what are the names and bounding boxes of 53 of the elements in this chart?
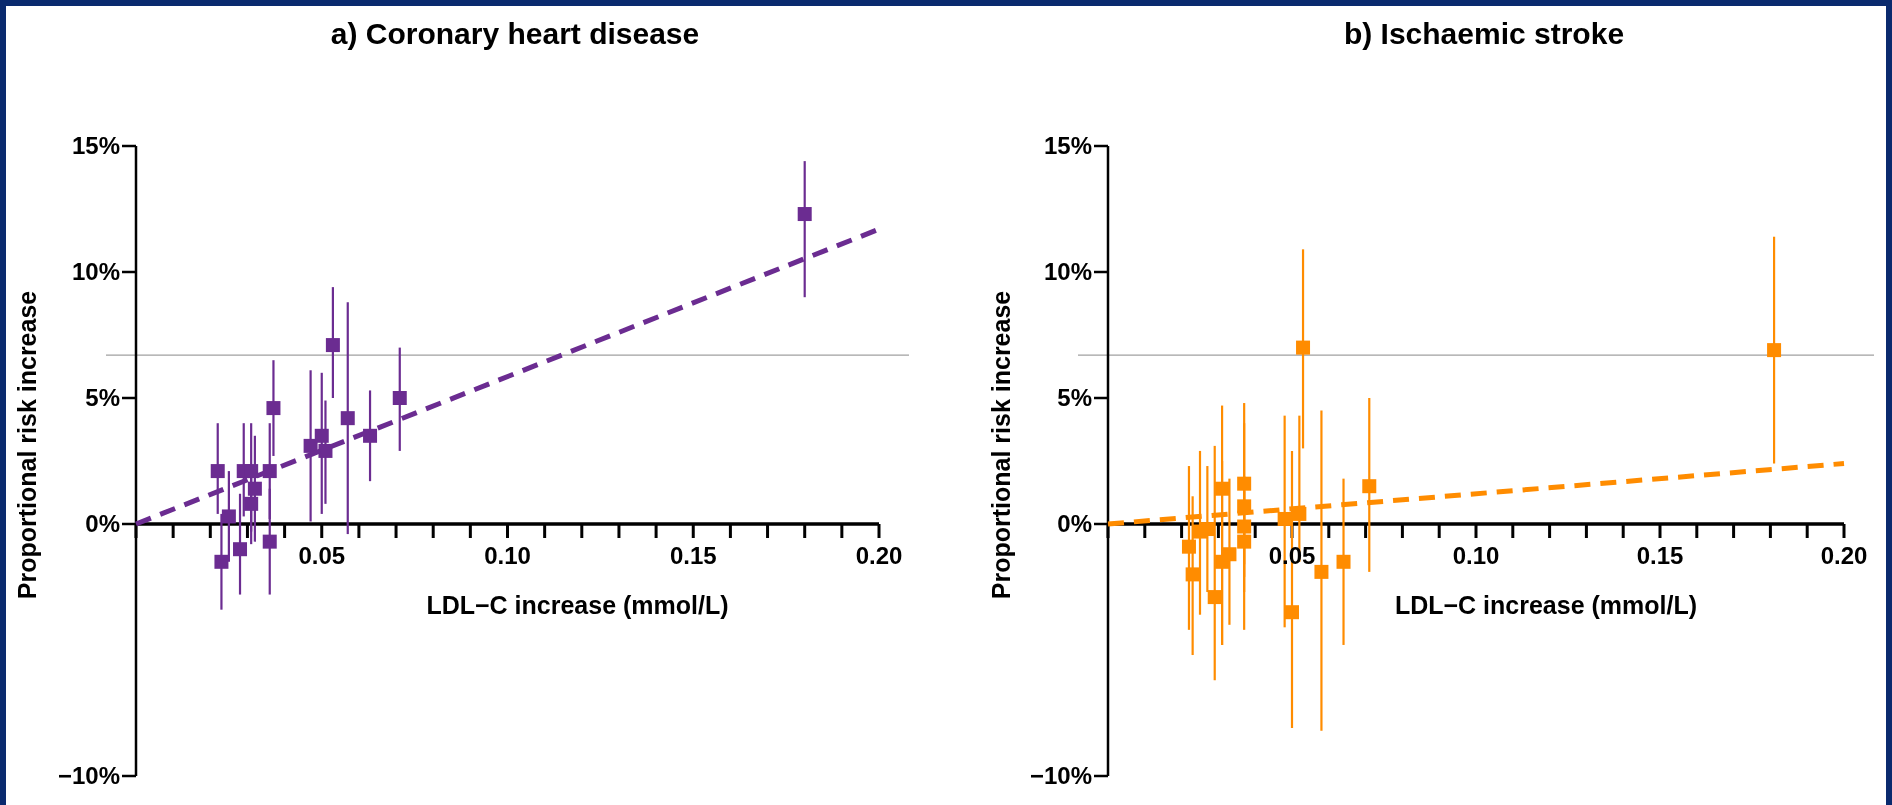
y-tick-label: −10% [1029,762,1092,790]
point [1185,567,1200,582]
point [244,496,259,511]
point [1237,476,1252,491]
x-tick-label: 0.05 [298,542,346,569]
chart-title: a) Coronary heart disease [330,17,700,50]
point [1237,519,1252,534]
point [262,534,277,549]
point [1285,605,1299,620]
x-tick-label: 0.10 [484,542,531,569]
y-tick-label: 10% [1043,258,1092,286]
point [266,401,281,416]
x-tick-label: 0.15 [669,542,717,569]
point [1336,554,1351,569]
y-axis-title: Proportional risk increase [987,290,1015,600]
point [325,338,340,353]
y-tick-label: −10% [57,762,120,790]
point [1181,539,1196,554]
point [314,428,329,443]
x-axis-title: LDL−C increase (mmol/L) [1394,591,1698,619]
point [1767,343,1782,358]
y-axis-title: Proportional risk increase [13,290,41,600]
point [210,464,225,479]
point [244,464,259,479]
point [340,411,355,426]
point [1237,534,1252,549]
point [1296,340,1311,355]
y-tick-label: 5% [1057,384,1092,412]
x-tick-label: 0.15 [1636,542,1684,569]
point [797,207,812,222]
y-tick-label: 15% [1043,132,1092,160]
y-tick-label: 0% [85,510,120,538]
point [1314,564,1329,579]
y-tick-label: 10% [71,258,120,286]
x-tick-label: 0.20 [855,542,903,569]
x-tick-label: 0.10 [1452,542,1500,569]
chart-title: b) Ischaemic stroke [1343,17,1625,50]
point [1362,479,1377,494]
point [1222,547,1237,562]
point [247,481,262,496]
y-tick-label: 15% [71,132,120,160]
point [392,391,407,405]
y-tick-label: 0% [1057,510,1092,538]
point [221,509,236,524]
x-tick-label: 0.20 [1820,542,1868,569]
point [1215,481,1230,496]
x-axis-title: LDL−C increase (mmol/L) [426,591,729,619]
point [214,554,229,569]
point [233,542,248,557]
point [1277,511,1292,526]
point [1207,590,1222,605]
y-tick-label: 5% [85,384,120,412]
point [1200,522,1215,537]
